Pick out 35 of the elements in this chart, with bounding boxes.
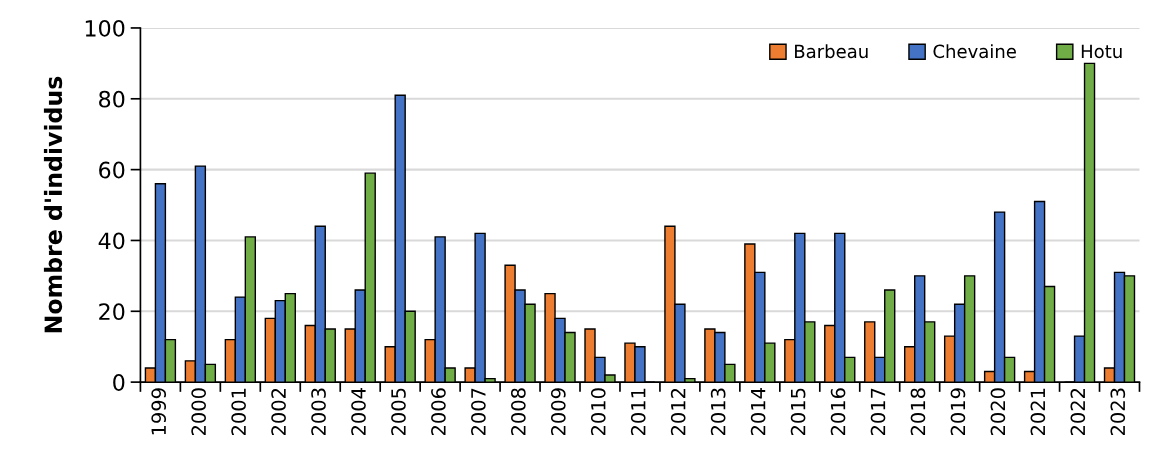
- y-tick-label: 40: [98, 232, 125, 250]
- x-tick-label: 2007: [471, 388, 486, 436]
- x-tick-label: 2015: [790, 388, 806, 436]
- x-tick-label: 2016: [830, 388, 846, 436]
- y-tick-label: 60: [99, 161, 125, 179]
- x-tick-label: 2011: [630, 388, 646, 436]
- x-tick-label: 2017: [870, 388, 886, 436]
- x-tick-label: 2013: [710, 388, 726, 436]
- x-tick-label: 2002: [271, 388, 286, 436]
- x-tick-label: 2004: [351, 388, 366, 436]
- x-tick-label: 2012: [670, 388, 686, 436]
- x-tick-label: 2000: [191, 388, 207, 436]
- x-tick-label: 2022: [1070, 388, 1086, 436]
- y-tick-label: 80: [99, 90, 125, 108]
- x-tick-label: 1999: [151, 388, 167, 435]
- x-tick-label: 2010: [590, 388, 606, 436]
- x-tick-label: 2018: [910, 388, 926, 436]
- y-tick-label: 100: [85, 19, 125, 37]
- legend-label: Barbeau: [795, 44, 868, 59]
- legend-label: Chevaine: [933, 44, 1016, 59]
- x-tick-label: 2005: [391, 388, 406, 436]
- x-tick-label: 2014: [750, 388, 766, 436]
- x-tick-label: 2019: [950, 388, 966, 436]
- y-axis-title: Nombre d'individus: [43, 76, 63, 333]
- x-tick-label: 2020: [990, 388, 1006, 436]
- x-tick-label: 2006: [431, 388, 446, 436]
- y-tick-label: 20: [99, 303, 125, 321]
- x-tick-label: 2023: [1110, 388, 1126, 436]
- y-tick-label: 0: [113, 374, 125, 391]
- x-tick-label: 2001: [231, 388, 246, 436]
- legend-label: Hotu: [1081, 44, 1122, 59]
- x-tick-label: 2008: [511, 388, 526, 436]
- x-tick-label: 2021: [1030, 388, 1046, 436]
- x-tick-label: 2003: [311, 388, 326, 436]
- x-tick-label: 2009: [550, 388, 566, 436]
